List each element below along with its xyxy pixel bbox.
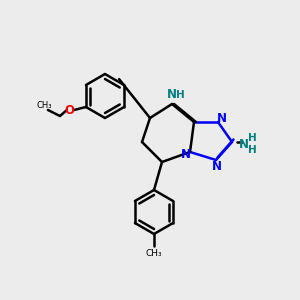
Text: O: O: [64, 103, 74, 116]
Text: H: H: [248, 145, 256, 155]
Text: N: N: [239, 137, 249, 151]
Text: CH₃: CH₃: [36, 101, 52, 110]
Text: H: H: [176, 90, 184, 100]
Text: N: N: [167, 88, 177, 101]
Text: N: N: [181, 148, 191, 161]
Text: N: N: [217, 112, 227, 124]
Text: CH₃: CH₃: [146, 248, 162, 257]
Text: H: H: [248, 133, 256, 143]
Text: N: N: [212, 160, 222, 172]
